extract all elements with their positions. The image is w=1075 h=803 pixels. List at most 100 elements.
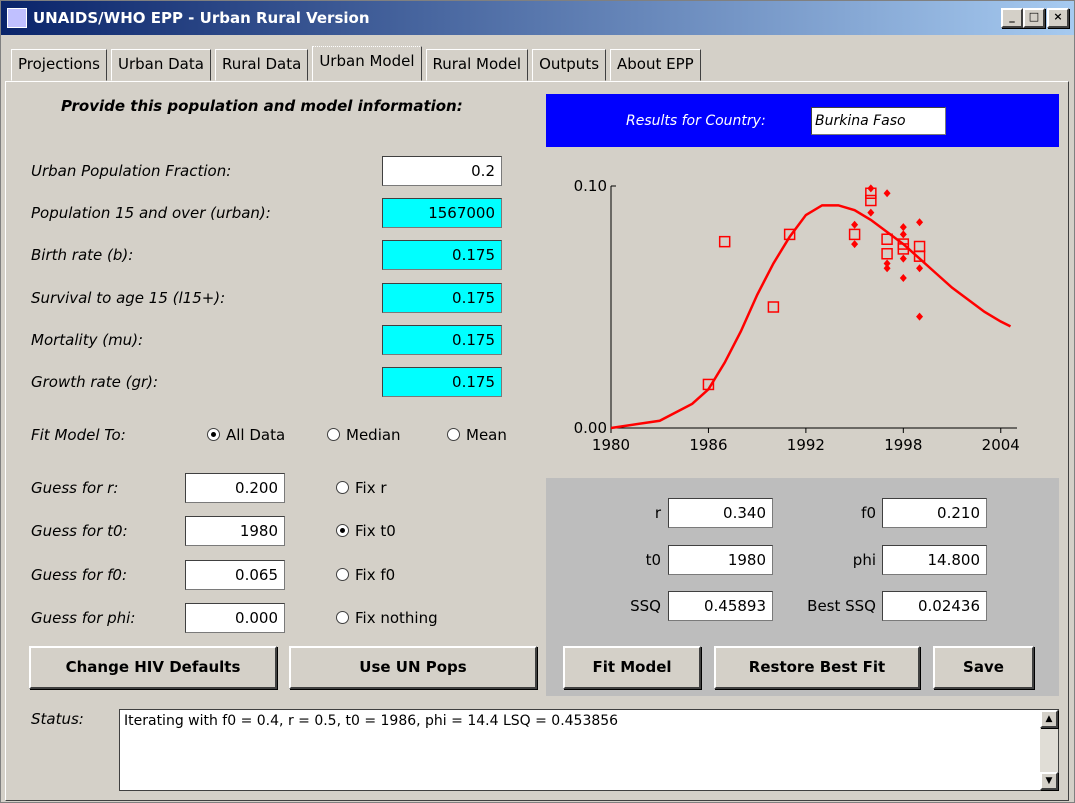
radio-dot [340,528,345,534]
guess-input[interactable]: 0.000 [185,602,285,633]
scroll-down[interactable]: ▼ [1040,772,1058,790]
data-point [899,223,907,232]
tab[interactable]: Rural Model [425,49,529,81]
x-tick-label: 1998 [884,436,922,454]
result-input[interactable]: 1980 [668,544,773,575]
result-label: Best SSQ [807,597,876,615]
data-point [867,184,875,193]
field-input[interactable]: 0.175 [382,240,502,271]
result-label: phi [852,550,876,569]
guess-input[interactable]: 0.065 [185,559,285,590]
status-text: Iterating with f0 = 0.4, r = 0.5, t0 = 1… [124,713,619,729]
data-point [851,220,859,229]
scroll-up[interactable]: ▲ [1040,710,1058,728]
radio-button[interactable] [207,428,220,441]
guess-label: Guess for phi: [31,608,136,627]
window-title: UNAIDS/WHO EPP - Urban Rural Version [33,9,370,27]
result-input[interactable]: 0.02436 [882,591,987,621]
fit-option[interactable]: Mean [466,426,507,444]
fix-option[interactable]: Fix f0 [355,565,396,584]
radio-dot [211,432,216,437]
data-point [916,264,924,273]
field-label: Urban Population Fraction: [31,162,232,180]
tab[interactable]: Urban Data [111,49,211,81]
guess-label: Guess for f0: [31,565,128,584]
x-tick-label: 1992 [787,436,825,454]
radio-button[interactable] [336,524,349,538]
data-point [899,273,907,282]
radio-button[interactable] [336,610,349,624]
x-tick-label: 1980 [592,436,630,454]
radio-button[interactable] [336,481,349,494]
radio-button[interactable] [327,428,340,441]
result-input[interactable]: 0.210 [882,498,987,528]
model-curve [610,204,1012,430]
data-point [913,240,926,253]
button[interactable]: Fit Model [563,646,701,689]
minimize-button[interactable]: _ [1001,8,1023,28]
fix-option[interactable]: Fix t0 [355,522,396,541]
data-point [881,233,893,245]
panel-heading: Provide this population and model inform… [61,97,463,115]
fit-option[interactable]: All Data [226,426,286,444]
y-tick-label: 0.10 [574,177,607,195]
fix-option[interactable]: Fix nothing [355,608,438,627]
close-button[interactable]: × [1047,8,1069,28]
data-point [916,312,924,321]
data-point [913,250,926,262]
field-label: Population 15 and over (urban): [31,204,271,223]
guess-label: Guess for t0: [31,522,128,541]
status-label: Status: [31,710,84,728]
guess-input[interactable]: 0.200 [185,473,285,503]
field-label: Growth rate (gr): [31,373,159,391]
tab[interactable]: About EPP [610,49,701,81]
chart: 0.00 0.10 1980 1986 1992 1998 2004 [574,177,1020,454]
result-input[interactable]: 0.340 [668,498,773,528]
result-label: SSQ [630,597,661,615]
result-input[interactable]: 0.45893 [668,591,773,621]
tab-strip: Projections Urban Data Rural Data Urban Mod… [11,46,705,84]
result-label: f0 [861,504,876,522]
data-point [897,243,910,255]
button[interactable]: Change HIV Defaults [29,646,277,689]
button[interactable]: Save [933,646,1034,689]
tab[interactable]: Projections [11,49,107,81]
result-input[interactable]: 14.800 [882,544,987,575]
tab[interactable]: Urban Model [312,46,422,81]
fit-label: Fit Model To: [31,426,126,444]
x-tick-label: 2004 [982,436,1020,454]
data-point [848,228,861,241]
data-point [883,189,891,198]
data-point [865,194,877,207]
button[interactable]: Restore Best Fit [714,646,920,689]
data-point [767,301,780,313]
data-point [899,254,907,263]
radio-button[interactable] [447,428,460,441]
field-input[interactable]: 0.175 [382,282,502,313]
field-input[interactable]: 0.175 [382,367,502,397]
guess-input[interactable]: 1980 [185,516,285,547]
country-input[interactable]: Burkina Faso [811,107,946,135]
guess-label: Guess for r: [31,479,119,497]
tab-panel [5,81,1069,801]
fix-option[interactable]: Fix r [355,479,387,497]
app-icon [7,8,27,28]
field-input[interactable]: 0.2 [382,156,502,186]
tab[interactable]: Rural Data [214,49,309,81]
maximize-button[interactable]: □ [1023,8,1045,28]
field-input[interactable]: 1567000 [382,198,502,229]
data-point [916,218,924,227]
radio-button[interactable] [336,567,349,581]
field-label: Mortality (mu): [31,330,144,349]
field-input[interactable]: 0.175 [382,324,502,355]
field-label: Survival to age 15 (l15+): [31,288,226,307]
fit-option[interactable]: Median [346,426,401,444]
button[interactable]: Use UN Pops [289,646,537,689]
data-point [702,378,715,391]
tab[interactable]: Outputs [532,49,607,81]
result-label: t0 [645,550,661,569]
data-point [883,264,891,273]
data-point [883,259,891,268]
scrollbar[interactable]: ▲ ▼ [1040,710,1058,790]
